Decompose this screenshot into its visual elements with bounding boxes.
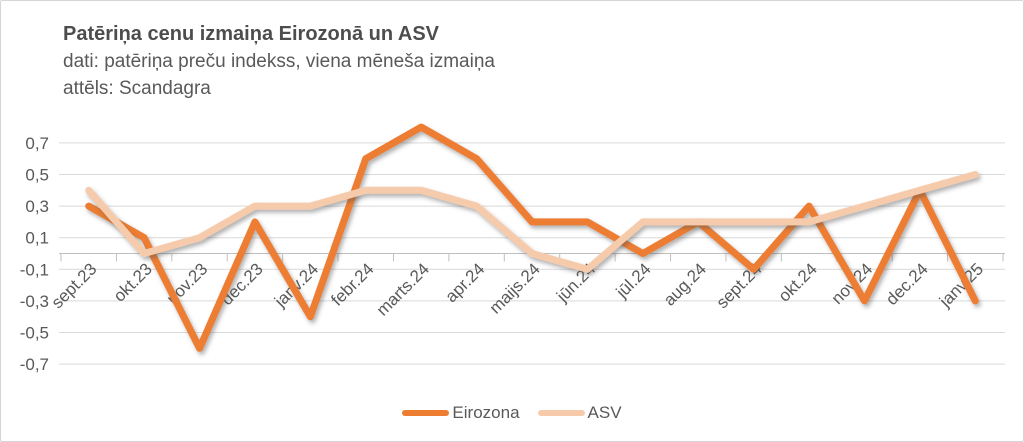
y-tick-label: 0,5 xyxy=(25,166,49,185)
legend-label-asv: ASV xyxy=(587,403,622,422)
legend: Eirozona ASV xyxy=(1,400,1023,426)
y-tick-label: -0,3 xyxy=(20,292,49,311)
chart-subtitle: dati: patēriņa preču indekss, viena mēne… xyxy=(63,51,495,72)
x-tick-label: okt.24 xyxy=(775,259,821,305)
legend-item-asv: ASV xyxy=(537,403,622,423)
x-tick-label: jūl.24 xyxy=(612,259,655,302)
x-tick-label: okt.23 xyxy=(110,259,156,305)
series-layer xyxy=(85,123,979,352)
chart-attribution: attēls: Scandagra xyxy=(63,78,211,99)
chart-title: Patēriņa cenu izmaiņa Eirozonā un ASV xyxy=(63,23,440,45)
legend-label-eirozona: Eirozona xyxy=(452,403,520,422)
y-tick-label: -0,7 xyxy=(20,355,49,374)
y-tick-label: -0,5 xyxy=(20,324,49,343)
legend-item-eirozona: Eirozona xyxy=(402,403,520,423)
y-tick-label: 0,1 xyxy=(25,229,49,248)
series-line-asv xyxy=(85,171,979,273)
x-tick-label: dec.24 xyxy=(882,259,932,309)
y-tick-label: 0,3 xyxy=(25,197,49,216)
series-line-eirozona xyxy=(85,123,979,352)
asv-line-swatch xyxy=(537,410,585,416)
x-tick-label: apr.24 xyxy=(442,259,489,306)
x-tick-label: maijs.24 xyxy=(486,259,544,317)
x-tick-label: aug.24 xyxy=(660,259,710,309)
eirozona-line-swatch xyxy=(402,410,450,416)
y-tick-label: -0,1 xyxy=(20,260,49,279)
chart-header: Patēriņa cenu izmaiņa Eirozonā un ASV da… xyxy=(63,21,495,102)
y-tick-label: 0,7 xyxy=(25,134,49,153)
x-tick-label: sept.23 xyxy=(48,259,101,312)
x-tick-label: marts.24 xyxy=(373,259,433,319)
x-tick-label: febr.24 xyxy=(327,259,377,309)
